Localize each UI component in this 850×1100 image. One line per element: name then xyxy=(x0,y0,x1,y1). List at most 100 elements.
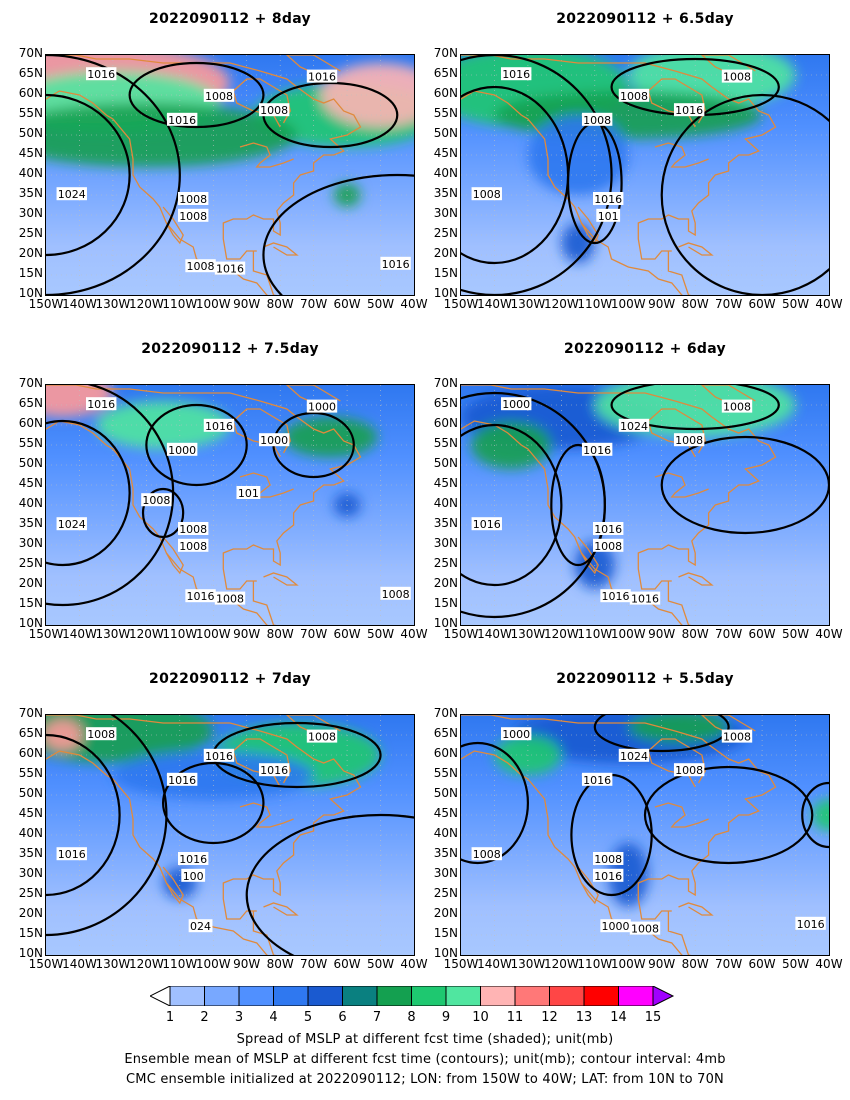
map-svg: 1016 1008 1008 1016 1008 1008 1016 101 xyxy=(461,55,829,295)
coastline xyxy=(285,55,341,80)
lon-tick-label: 130W xyxy=(510,957,546,971)
lat-tick-label: 65N xyxy=(18,396,43,410)
spread-blob xyxy=(46,715,214,763)
lat-tick-label: 45N xyxy=(18,476,43,490)
lon-tick-label: 100W xyxy=(610,957,646,971)
contour-label-box xyxy=(56,187,87,201)
lat-tick-label: 65N xyxy=(433,726,458,740)
lat-tick-label: 50N xyxy=(18,126,43,140)
lon-tick-label: 150W xyxy=(28,297,64,311)
coastline xyxy=(678,572,714,586)
coastline xyxy=(654,142,709,168)
contour-line xyxy=(610,385,780,431)
coastline xyxy=(700,715,756,740)
contour-label-box xyxy=(618,418,650,432)
lon-tick-label: 70W xyxy=(300,627,328,641)
contour-line xyxy=(245,813,414,955)
lon-tick-label: 130W xyxy=(510,627,546,641)
colorbar-arrow-left xyxy=(150,986,171,1006)
lon-tick-label: 40W xyxy=(400,297,428,311)
spread-blob xyxy=(628,715,729,743)
contour-label: 1008 xyxy=(179,540,207,553)
colorbar-tick-label: 11 xyxy=(506,1010,524,1025)
contour-label: 1016 xyxy=(179,853,207,866)
contour-label: 1008 xyxy=(473,188,501,201)
contour-label-box xyxy=(600,589,631,603)
lat-tick-label: 50N xyxy=(18,456,43,470)
contour-line xyxy=(46,733,121,897)
contour-label-box xyxy=(471,517,502,531)
lon-tick-label: 50W xyxy=(781,957,810,971)
contour-line xyxy=(145,403,248,487)
map-panel-6.5day: 1016 1008 1008 1016 1008 1008 1016 101 xyxy=(460,54,830,296)
lat-tick-label: 70N xyxy=(18,376,43,390)
lat-tick-label: 45N xyxy=(433,146,458,160)
lon-tick-label: 70W xyxy=(715,297,743,311)
contour-label-box xyxy=(306,69,338,83)
contour-label: 1016 xyxy=(308,71,336,84)
footer-line-1: Spread of MSLP at different fcst time (s… xyxy=(236,1032,614,1047)
contour-label: 1024 xyxy=(58,518,86,531)
colorbar-segment xyxy=(445,986,481,1006)
lat-tick-label: 15N xyxy=(433,926,458,940)
colorbar-tick-label: 8 xyxy=(407,1010,416,1025)
contour-label: 1000 xyxy=(168,444,196,457)
lat-tick-label: 25N xyxy=(433,226,458,240)
lat-tick-label: 70N xyxy=(433,706,458,720)
lon-tick-label: 50W xyxy=(366,297,395,311)
contour-label-box xyxy=(471,847,502,861)
lon-tick-label: 130W xyxy=(95,957,131,971)
contour-label: 101 xyxy=(238,487,259,500)
contour-label: 1016 xyxy=(168,774,196,787)
contour-label-box xyxy=(166,772,198,786)
contour-label-box xyxy=(188,919,213,933)
lon-tick-label: 70W xyxy=(715,957,743,971)
contour-label: 1016 xyxy=(594,870,622,883)
contour-label: 1008 xyxy=(205,90,233,103)
lon-tick-label: 70W xyxy=(300,297,328,311)
contour-label-box xyxy=(178,538,209,552)
spread-blob xyxy=(283,417,378,457)
lat-tick-label: 45N xyxy=(433,806,458,820)
lat-tick-label: 65N xyxy=(433,396,458,410)
lon-tick-label: 120W xyxy=(543,957,579,971)
panel-title-6: 2022090112 + 5.5day xyxy=(556,671,734,687)
lat-tick-label: 45N xyxy=(433,476,458,490)
lon-tick-label: 60W xyxy=(748,957,776,971)
coastline xyxy=(162,866,184,905)
contour-label: 1008 xyxy=(216,593,244,606)
colorbar-tick-label: 2 xyxy=(200,1010,209,1025)
lon-tick-label: 150W xyxy=(28,627,64,641)
lon-tick-label: 60W xyxy=(748,627,776,641)
contour-label-box xyxy=(593,522,624,535)
contour-line xyxy=(660,435,829,535)
lat-tick-label: 60N xyxy=(18,746,43,760)
lon-tick-label: 50W xyxy=(366,957,395,971)
lat-tick-label: 45N xyxy=(18,146,43,160)
contour-label-box xyxy=(501,727,532,741)
contour-label: 1016 xyxy=(187,590,215,603)
contour-label: 1016 xyxy=(631,593,659,606)
lat-tick-label: 30N xyxy=(433,206,458,220)
coastline xyxy=(577,206,599,245)
panel-title-5: 2022090112 + 7day xyxy=(149,671,311,687)
lon-tick-label: 100W xyxy=(195,627,231,641)
colorbar xyxy=(150,986,675,1006)
coastline xyxy=(678,902,714,916)
colorbar-tick-label: 1 xyxy=(165,1010,175,1025)
contour-label-box xyxy=(178,208,209,222)
map-svg: 1008 1016 1016 1016 1008 1016 1016 100 024 xyxy=(46,715,414,955)
map-panel-7.5day: 1016 1016 1000 1000 1000 1024 1008 1008 1016 1008… xyxy=(45,384,415,626)
contour-label-box xyxy=(214,261,246,275)
contour-label-box xyxy=(596,208,621,222)
contour-label-box xyxy=(593,538,624,552)
contour-label-box xyxy=(673,433,705,447)
lat-tick-label: 30N xyxy=(18,866,43,880)
contour-label: 1016 xyxy=(473,518,501,531)
lat-tick-label: 15N xyxy=(433,266,458,280)
lat-tick-label: 10N xyxy=(433,616,458,630)
footer-line-3: CMC ensemble initialized at 2022090112; … xyxy=(126,1072,724,1087)
contour-label-box xyxy=(380,586,411,600)
contour-line xyxy=(461,423,563,587)
coastline xyxy=(46,55,362,295)
